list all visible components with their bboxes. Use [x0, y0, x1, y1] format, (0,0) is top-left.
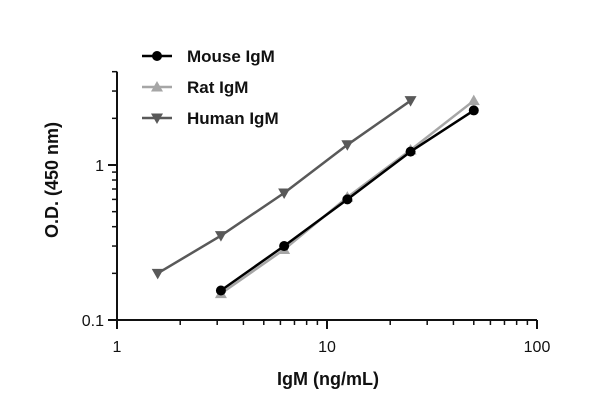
legend-item-rat-igm: Rat IgM	[142, 78, 248, 97]
data-point-human-igm	[404, 96, 417, 107]
x-axis-title: IgM (ng/mL)	[277, 369, 379, 389]
data-point-human-igm	[341, 140, 354, 151]
legend-item-human-igm: Human IgM	[142, 109, 279, 128]
legend-item-mouse-igm: Mouse IgM	[142, 47, 275, 66]
y-axis-title: O.D. (450 nm)	[42, 122, 62, 238]
legend-label-rat-igm: Rat IgM	[187, 78, 248, 97]
legend-label-mouse-igm: Mouse IgM	[187, 47, 275, 66]
data-point-mouse-igm	[342, 194, 353, 205]
data-point-human-igm	[278, 188, 291, 199]
legend-label-human-igm: Human IgM	[187, 109, 279, 128]
axes: 1 10 100 0.1 1	[82, 70, 551, 356]
y-tick-label: 0.1	[82, 313, 104, 330]
x-tick-label: 1	[113, 339, 122, 356]
data-point-human-igm	[214, 231, 227, 242]
x-tick-label: 10	[318, 339, 336, 356]
y-tick-label: 1	[95, 158, 104, 175]
legend-marker-human-igm	[151, 113, 163, 124]
plot-area	[151, 94, 480, 299]
x-tick-label: 100	[524, 339, 551, 356]
data-point-mouse-igm	[215, 285, 226, 296]
series-mouse-igm	[215, 105, 479, 296]
data-point-mouse-igm	[405, 146, 416, 157]
data-point-mouse-igm	[279, 241, 290, 252]
data-point-human-igm	[151, 268, 164, 280]
legend-marker-rat-igm	[151, 81, 163, 92]
legend-marker-mouse-igm	[152, 51, 162, 61]
series-human-igm	[151, 96, 417, 280]
data-point-rat-igm	[467, 94, 480, 106]
data-point-mouse-igm	[468, 105, 479, 116]
legend: Mouse IgM Rat IgM Human IgM	[142, 47, 279, 128]
